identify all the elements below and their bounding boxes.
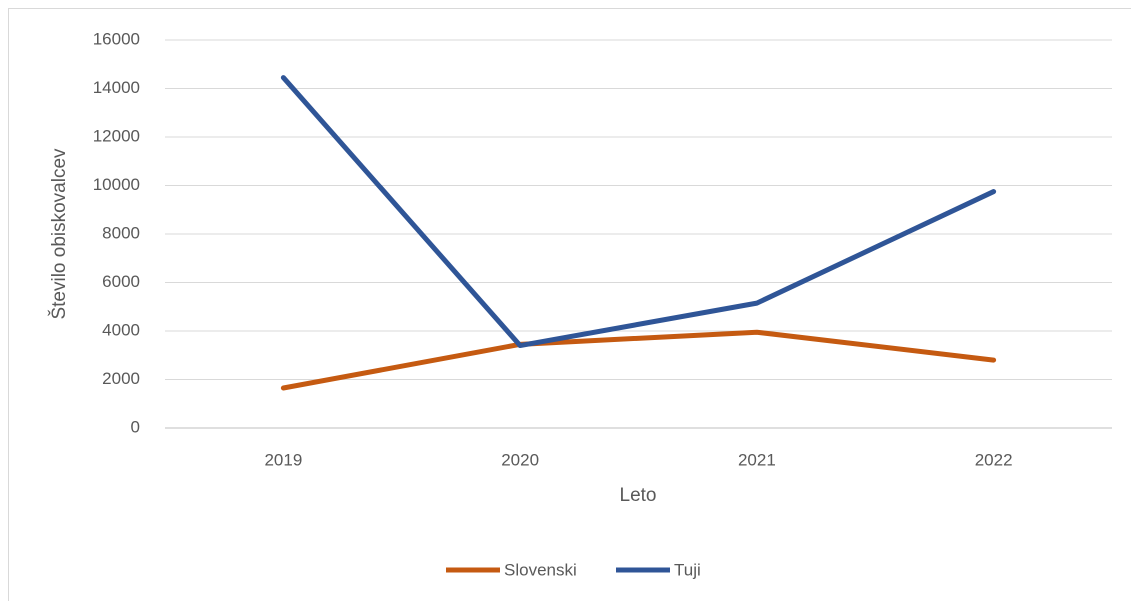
legend-label: Tuji [674, 560, 701, 579]
y-tick-label: 14000 [93, 78, 140, 97]
y-tick-label: 2000 [102, 369, 140, 388]
y-tick-label: 16000 [93, 29, 140, 48]
y-tick-label: 0 [131, 417, 140, 436]
y-tick-label: 4000 [102, 320, 140, 339]
x-tick-label: 2019 [264, 450, 302, 469]
x-axis-label: Leto [620, 485, 657, 506]
x-tick-label: 2020 [501, 450, 539, 469]
y-tick-label: 10000 [93, 175, 140, 194]
x-tick-label: 2022 [975, 450, 1013, 469]
y-tick-label: 6000 [102, 272, 140, 291]
x-tick-label: 2021 [738, 450, 776, 469]
chart-border [8, 8, 1131, 601]
y-tick-label: 8000 [102, 223, 140, 242]
legend-label: Slovenski [504, 560, 577, 579]
y-axis-label: Število obiskovalcev [48, 148, 70, 320]
series-line [280, 329, 997, 391]
y-tick-label: 12000 [93, 126, 140, 145]
series-line [280, 75, 997, 349]
